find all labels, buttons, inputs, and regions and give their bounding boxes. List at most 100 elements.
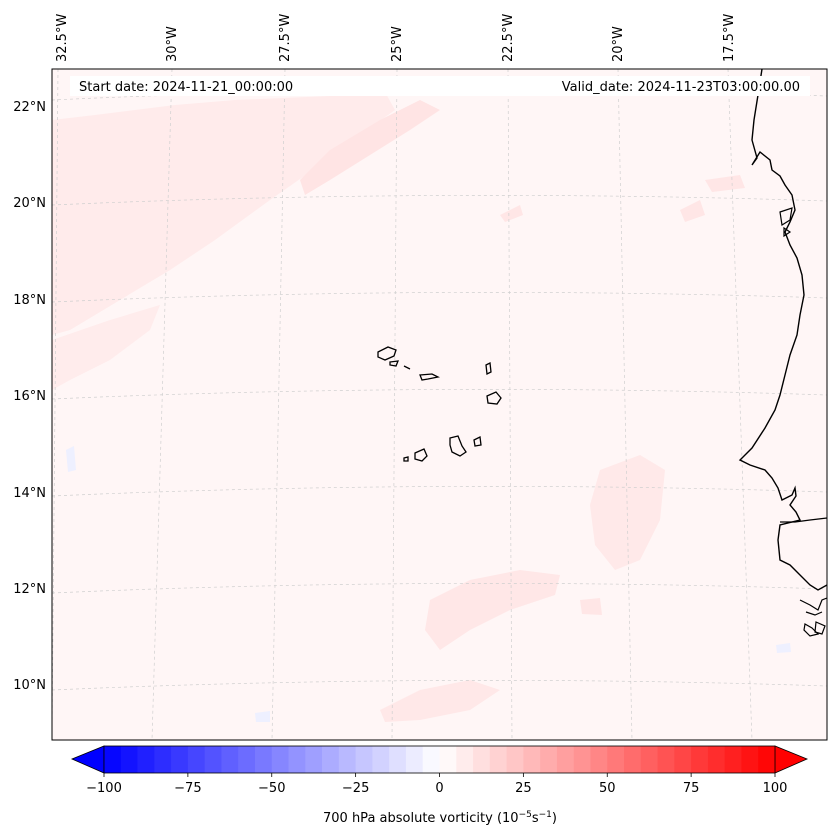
colorbar-cell — [422, 746, 440, 773]
colorbar-label-exp2: −1 — [539, 810, 552, 820]
gridline-lat-14 — [51, 486, 828, 497]
gridline-lon-30 — [151, 68, 173, 741]
island-sao-vicente — [389, 360, 400, 367]
island-brava — [403, 456, 409, 462]
positive-vorticity-band-nw — [52, 92, 395, 335]
positive-vorticity-spot-3 — [500, 205, 523, 222]
colorbar-label-unit: s — [532, 811, 539, 826]
colorbar-extend-max — [774, 745, 809, 774]
colorbar-cell — [456, 746, 474, 773]
map-panel: Start date: 2024-11-21_00:00:00 Valid_da… — [51, 68, 828, 741]
gridline-lat-10 — [51, 680, 828, 691]
valid-date-text: Valid_date: 2024-11-23T03:00:00.00 — [562, 80, 800, 95]
colorbar-cell — [439, 746, 457, 773]
colorbar-label-exp1: −5 — [519, 810, 532, 820]
gridline-lon-22-5 — [507, 68, 513, 741]
gridline-lat-12 — [51, 583, 828, 594]
positive-vorticity-spot-4 — [580, 598, 602, 615]
colorbar-cells — [104, 746, 776, 773]
colorbar-label-main: 700 hPa absolute vorticity (10 — [323, 811, 519, 826]
colorbar-cell — [104, 746, 122, 773]
positive-vorticity-band-south — [425, 570, 560, 650]
lat-label-22: 22°N — [13, 100, 46, 115]
lat-label-12: 12°N — [13, 582, 46, 597]
colorbar-tick-label: −50 — [258, 781, 285, 796]
positive-vorticity-west — [52, 305, 160, 390]
colorbar-label: 700 hPa absolute vorticity (10−5s−1) — [323, 810, 557, 826]
colorbar-cell — [120, 746, 138, 773]
colorbar-cell — [707, 746, 726, 773]
colorbar-cell — [137, 746, 155, 773]
colorbar-cell — [338, 746, 357, 773]
gridline-lon-27-5 — [271, 68, 286, 741]
lon-label-30: 30°W — [165, 26, 180, 62]
negative-vorticity-spot-3 — [776, 643, 791, 653]
colorbar-cell — [624, 746, 642, 773]
colorbar-cell — [741, 746, 759, 773]
colorbar-cell — [540, 746, 558, 773]
lon-label-20: 20°W — [611, 26, 626, 62]
colorbar-cell — [372, 746, 390, 773]
colorbar-ticks: −100 −75 −50 −25 0 25 50 75 100 — [86, 773, 787, 796]
colorbar-cell — [322, 746, 340, 773]
negative-vorticity-spot-2 — [255, 711, 270, 722]
positive-vorticity-blob-south — [380, 680, 500, 722]
colorbar-cell — [590, 746, 608, 773]
gridline-lon-17-5 — [727, 68, 753, 741]
colorbar-extend-min — [70, 745, 105, 774]
colorbar: −100 −75 −50 −25 0 25 50 75 100 700 hPa absolute… — [70, 745, 809, 826]
colorbar-cell — [221, 746, 239, 773]
island-boa-vista — [486, 391, 502, 405]
lat-label-16: 16°N — [13, 389, 46, 404]
header-box — [70, 76, 810, 96]
lat-label-10: 10°N — [13, 678, 46, 693]
island-sal — [485, 362, 492, 375]
lon-label-27-5: 27.5°W — [278, 14, 293, 62]
coastline-senegal-detail — [780, 517, 828, 523]
coastline-guinea-bissau — [799, 597, 828, 637]
longitude-labels: 32.5°W 30°W 27.5°W 25°W 22.5°W 20°W 17.5… — [55, 14, 737, 62]
latitude-labels: 22°N 20°N 18°N 16°N 14°N 12°N 10°N — [13, 100, 46, 693]
cape-verde-islands — [377, 346, 502, 462]
coastline-western-sahara-inlet — [779, 207, 793, 238]
colorbar-cell — [473, 746, 491, 773]
colorbar-label-end: ) — [552, 811, 557, 826]
lon-label-22-5: 22.5°W — [501, 14, 516, 62]
island-sao-nicolau — [419, 373, 440, 381]
lon-label-25: 25°W — [390, 26, 405, 62]
colorbar-cell — [154, 746, 172, 773]
colorbar-tick-label: −25 — [342, 781, 369, 796]
colorbar-cell — [271, 746, 289, 773]
colorbar-cell — [171, 746, 189, 773]
colorbar-cell — [724, 746, 742, 773]
colorbar-tick-label: 25 — [515, 781, 532, 796]
gridline-lat-20 — [51, 195, 828, 206]
colorbar-cell — [238, 746, 256, 773]
gridline-lon-20 — [617, 68, 633, 741]
colorbar-cell — [506, 746, 524, 773]
positive-vorticity-band-north — [300, 100, 440, 195]
island-santo-antao — [377, 346, 397, 361]
lat-label-18: 18°N — [13, 293, 46, 308]
colorbar-cell — [640, 746, 658, 773]
positive-vorticity-spot-2 — [705, 175, 745, 192]
colorbar-tick-label: 0 — [435, 781, 443, 796]
positive-vorticity-spot-1 — [680, 200, 705, 222]
colorbar-cell — [556, 746, 575, 773]
colorbar-tick-label: 50 — [599, 781, 616, 796]
gridline-lon-32-5 — [51, 68, 59, 741]
negative-vorticity-spot-1 — [66, 446, 76, 472]
start-date-text: Start date: 2024-11-21_00:00:00 — [79, 80, 293, 95]
lat-label-14: 14°N — [13, 486, 46, 501]
colorbar-cell — [405, 746, 424, 773]
lon-label-17-5: 17.5°W — [722, 14, 737, 62]
colorbar-cell — [758, 746, 776, 773]
colorbar-tick-label: 100 — [763, 781, 788, 796]
gridline-lon-25 — [391, 68, 398, 741]
island-santiago — [449, 435, 467, 457]
island-santa-luzia — [403, 365, 411, 370]
colorbar-cell — [573, 746, 591, 773]
colorbar-cell — [523, 746, 541, 773]
colorbar-cell — [355, 746, 373, 773]
